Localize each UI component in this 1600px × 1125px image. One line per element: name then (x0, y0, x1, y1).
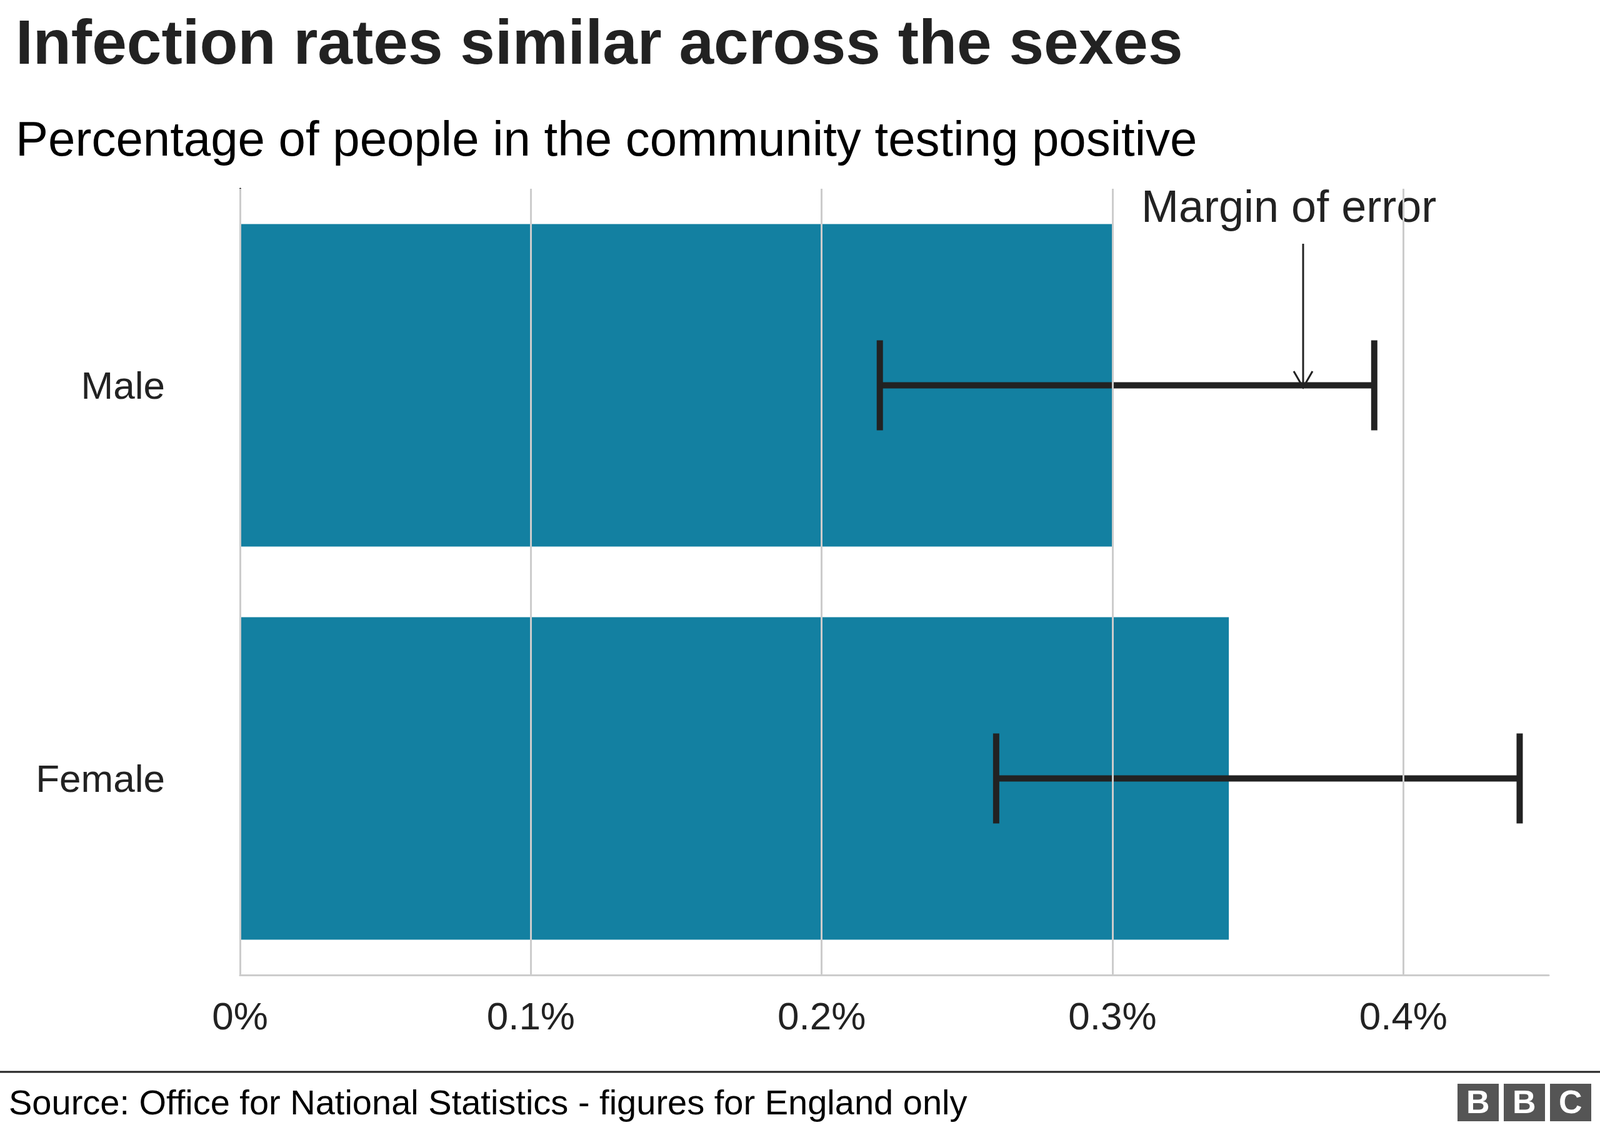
svg-text:0.2%: 0.2% (777, 994, 866, 1038)
svg-text:Source: Office for National St: Source: Office for National Statistics -… (8, 1082, 967, 1122)
svg-text:0.3%: 0.3% (1068, 994, 1157, 1038)
svg-text:C: C (1558, 1083, 1583, 1120)
svg-text:Female: Female (35, 756, 165, 800)
svg-text:Margin of error: Margin of error (1141, 181, 1437, 232)
svg-text:B: B (1512, 1083, 1537, 1120)
svg-text:Percentage of people in the co: Percentage of people in the community te… (15, 111, 1197, 167)
svg-text:0.4%: 0.4% (1359, 994, 1448, 1038)
svg-text:B: B (1466, 1083, 1490, 1120)
svg-text:0.1%: 0.1% (486, 994, 575, 1038)
svg-text:0%: 0% (211, 994, 269, 1038)
svg-text:Infection rates similar across: Infection rates similar across the sexes (15, 6, 1184, 77)
svg-text:Male: Male (81, 363, 165, 407)
